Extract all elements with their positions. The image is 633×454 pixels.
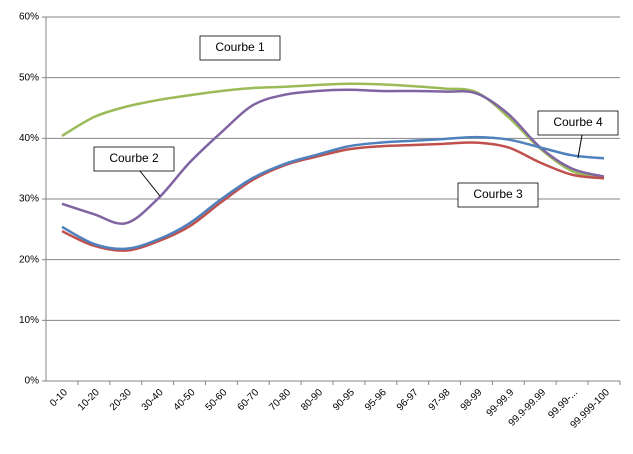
annotation-pointer [139, 170, 161, 197]
y-tick-label: 40% [19, 133, 39, 144]
annotation-box [537, 110, 619, 136]
series-line [61, 88, 605, 225]
annotation: Courbe 2 [109, 151, 159, 165]
y-tick-label: 20% [19, 254, 39, 265]
y-tick-label: 50% [19, 72, 39, 83]
x-tick-label: 96-97 [395, 387, 421, 413]
y-tick-label: 0% [25, 376, 40, 387]
x-tick-label: 95-96 [363, 387, 389, 413]
annotation: Courbe 1 [215, 40, 265, 54]
x-tick-label: 97-98 [427, 387, 453, 413]
y-tick-label: 30% [19, 194, 39, 205]
x-tick-label: 90-95 [331, 387, 357, 413]
x-tick-label: 98-99 [459, 387, 485, 413]
x-tick-label: 30-40 [140, 387, 166, 413]
x-tick-label: 10-20 [76, 387, 102, 413]
annotation-box [199, 35, 281, 61]
x-tick-label: 50-60 [204, 387, 230, 413]
series-line [61, 141, 605, 252]
y-tick-label: 10% [19, 315, 39, 326]
x-tick-label: 99-99.9 [485, 387, 517, 419]
x-tick-label: 60-70 [235, 387, 261, 413]
series-line [61, 82, 605, 180]
annotation-box [457, 182, 539, 208]
series-line [61, 135, 605, 251]
x-tick-label: 40-50 [172, 387, 198, 413]
annotation-pointer [577, 134, 583, 159]
annotation: Courbe 3 [473, 187, 523, 201]
x-tick-label: 80-90 [299, 387, 325, 413]
x-tick-label: 0-10 [48, 387, 70, 409]
y-tick-label: 60% [19, 12, 39, 23]
x-tick-label: 20-30 [108, 387, 134, 413]
x-tick-label: 70-80 [267, 387, 293, 413]
annotation: Courbe 4 [553, 115, 603, 129]
annotation-box [93, 146, 175, 172]
